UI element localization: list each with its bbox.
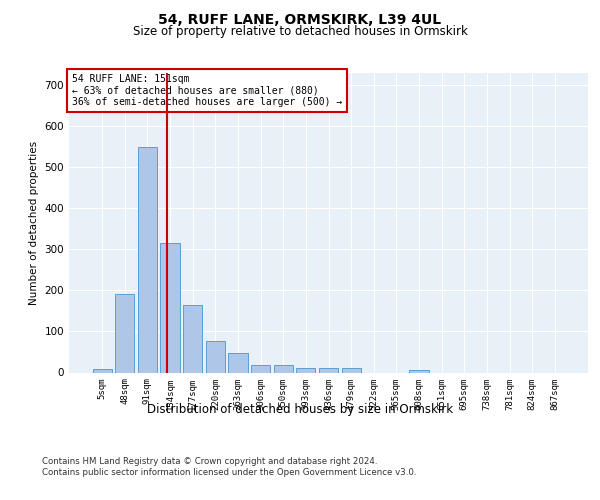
Bar (319, 368, 338, 372)
Bar (115, 294, 134, 372)
Bar (296, 368, 316, 372)
Text: 54, RUFF LANE, ORMSKIRK, L39 4UL: 54, RUFF LANE, ORMSKIRK, L39 4UL (158, 12, 442, 26)
Bar (274, 365, 293, 372)
Text: Distribution of detached houses by size in Ormskirk: Distribution of detached houses by size … (147, 402, 453, 415)
Bar (183, 304, 202, 372)
Bar (229, 353, 248, 372)
Text: Contains HM Land Registry data © Crown copyright and database right 2024.
Contai: Contains HM Land Registry data © Crown c… (42, 458, 416, 477)
Y-axis label: Number of detached properties: Number of detached properties (29, 140, 39, 304)
Text: Size of property relative to detached houses in Ormskirk: Size of property relative to detached ho… (133, 25, 467, 38)
Bar (251, 364, 270, 372)
Text: 54 RUFF LANE: 151sqm
← 63% of detached houses are smaller (880)
36% of semi-deta: 54 RUFF LANE: 151sqm ← 63% of detached h… (71, 74, 342, 107)
Bar (409, 370, 428, 372)
Bar (92, 369, 112, 372)
Bar (341, 368, 361, 372)
Bar (138, 148, 157, 372)
Bar (160, 243, 180, 372)
Bar (206, 342, 225, 372)
